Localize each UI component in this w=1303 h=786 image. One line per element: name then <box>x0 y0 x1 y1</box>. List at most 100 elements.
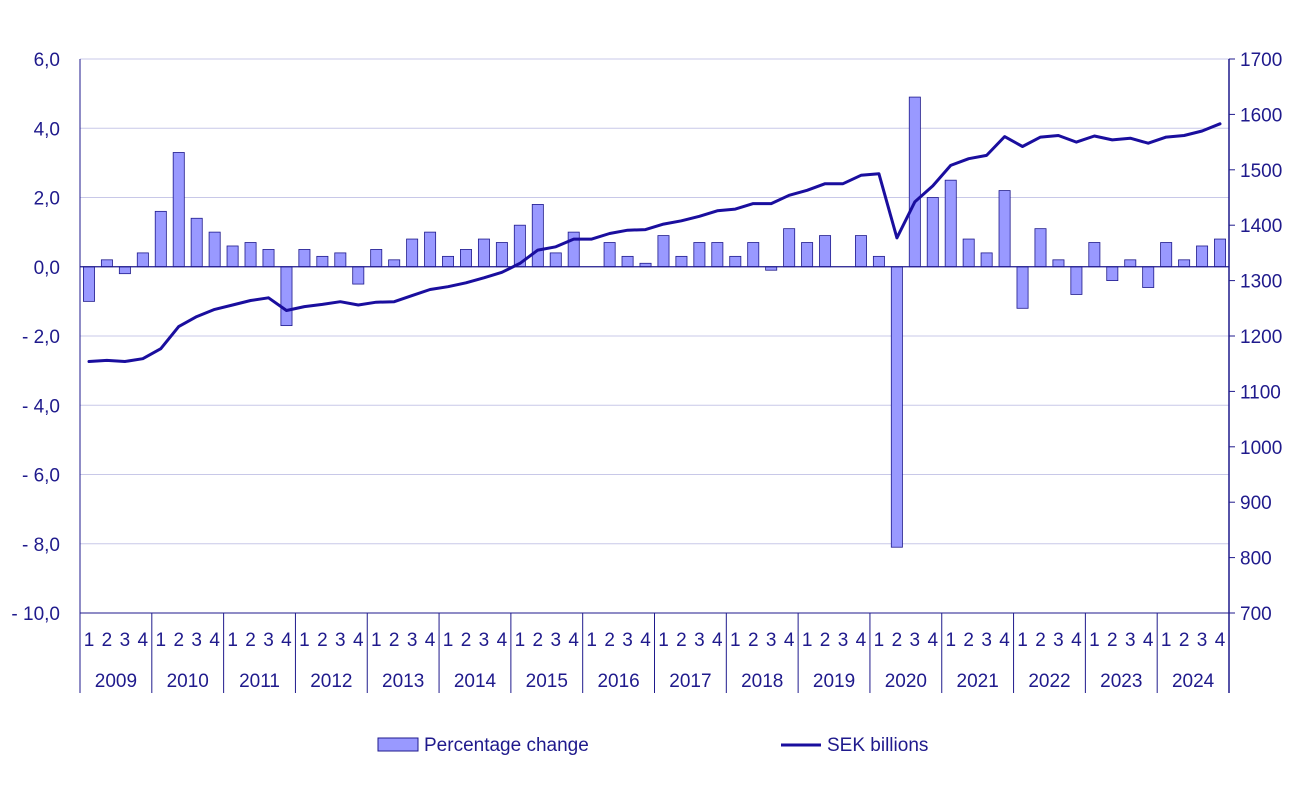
bar <box>549 252 562 268</box>
quarter-label: 4 <box>927 630 938 651</box>
quarter-label: 1 <box>802 630 813 651</box>
year-label: 2012 <box>310 671 352 692</box>
quarter-label: 1 <box>874 630 885 651</box>
bar <box>1214 238 1226 268</box>
quarter-label: 2 <box>604 630 615 651</box>
right-tick-label: 700 <box>1240 604 1272 625</box>
bar <box>1124 259 1137 268</box>
bar <box>1088 242 1101 268</box>
bar <box>262 249 275 268</box>
left-tick-label: - 8,0 <box>22 535 60 556</box>
left-tick-label: - 10,0 <box>11 604 60 625</box>
year-label: 2011 <box>239 671 280 692</box>
bar <box>926 197 939 268</box>
bar <box>83 266 95 302</box>
bar <box>334 252 347 268</box>
right-tick-label: 1100 <box>1240 382 1281 403</box>
bar <box>495 242 508 268</box>
quarter-label: 4 <box>138 630 149 651</box>
bar <box>244 242 257 268</box>
bar <box>118 266 131 275</box>
quarter-label: 3 <box>479 630 490 651</box>
bar <box>280 266 293 327</box>
year-label: 2022 <box>1028 671 1070 692</box>
left-tick-label: - 6,0 <box>22 466 60 487</box>
quarter-label: 3 <box>550 630 561 651</box>
bar <box>908 96 921 268</box>
right-tick-label: 1400 <box>1240 216 1282 237</box>
quarter-label: 1 <box>84 630 95 651</box>
bar <box>890 266 903 548</box>
year-label: 2019 <box>813 671 855 692</box>
quarter-label: 1 <box>156 630 167 651</box>
year-label: 2024 <box>1172 671 1215 692</box>
quarter-label: 4 <box>281 630 292 651</box>
quarter-label: 1 <box>586 630 597 651</box>
year-label: 2021 <box>957 671 999 692</box>
right-tick-label: 900 <box>1240 493 1272 514</box>
quarter-label: 1 <box>1089 630 1100 651</box>
quarter-label: 3 <box>191 630 202 651</box>
year-label: 2009 <box>95 671 137 692</box>
bar <box>657 235 670 268</box>
bar <box>1142 266 1155 288</box>
left-tick-label: - 2,0 <box>22 327 60 348</box>
bar <box>1016 266 1029 309</box>
left-tick-label: 0,0 <box>34 258 60 279</box>
bar <box>1160 242 1173 268</box>
quarter-label: 4 <box>712 630 723 651</box>
bar <box>819 235 832 268</box>
bar <box>1196 245 1209 268</box>
bar <box>370 249 383 268</box>
left-axis-tick-labels: 6,0 4,0 2,0 0,0 - 2,0 - 4,0 - 6,0 - 8,0 - 10,0 <box>11 50 60 625</box>
sek-billions-line-layer <box>87 122 1222 363</box>
quarter-label: 1 <box>515 630 526 651</box>
quarter-label: 3 <box>766 630 777 651</box>
gridlines <box>80 58 1229 614</box>
bar <box>1178 259 1191 268</box>
year-label: 2023 <box>1100 671 1142 692</box>
quarter-label: 2 <box>892 630 903 651</box>
right-tick-label: 1200 <box>1240 327 1282 348</box>
bar <box>316 255 329 268</box>
quarter-label: 4 <box>1215 630 1226 651</box>
quarter-label: 2 <box>173 630 184 651</box>
quarter-label: 1 <box>1017 630 1028 651</box>
bar <box>603 242 616 268</box>
right-tick-label: 1500 <box>1240 161 1282 182</box>
bar <box>801 242 814 268</box>
bar <box>190 217 203 268</box>
bar <box>621 255 634 268</box>
left-tick-label: 6,0 <box>34 50 60 71</box>
bar <box>693 242 706 268</box>
left-tick-label: - 4,0 <box>22 396 60 417</box>
quarter-label: 4 <box>209 630 220 651</box>
bar <box>747 242 760 268</box>
quarter-label: 4 <box>640 630 651 651</box>
quarter-label: 2 <box>245 630 256 651</box>
legend-label-sek-billions: SEK billions <box>827 735 928 756</box>
sek-billions-line <box>87 122 1222 363</box>
year-label: 2015 <box>526 671 568 692</box>
quarter-label: 1 <box>1161 630 1172 651</box>
quarter-label: 3 <box>1125 630 1136 651</box>
quarter-label: 4 <box>1143 630 1154 651</box>
right-axis-tick-labels: 1700 1600 1500 1400 1300 1200 1100 1000 900 800 70… <box>1240 50 1282 625</box>
quarter-label: 4 <box>353 630 364 651</box>
axes <box>79 58 1235 693</box>
bar <box>531 204 544 268</box>
quarter-label: 1 <box>945 630 956 651</box>
bar <box>854 235 867 268</box>
year-label: 2020 <box>885 671 927 692</box>
right-tick-label: 800 <box>1240 549 1272 570</box>
bar <box>872 255 885 268</box>
quarter-label: 1 <box>443 630 454 651</box>
quarter-label: 4 <box>1071 630 1082 651</box>
right-tick-label: 1700 <box>1240 50 1282 71</box>
quarter-label: 3 <box>1197 630 1208 651</box>
quarter-label: 3 <box>910 630 921 651</box>
bar <box>424 231 437 268</box>
quarter-label: 2 <box>317 630 328 651</box>
quarter-label: 4 <box>856 630 867 651</box>
